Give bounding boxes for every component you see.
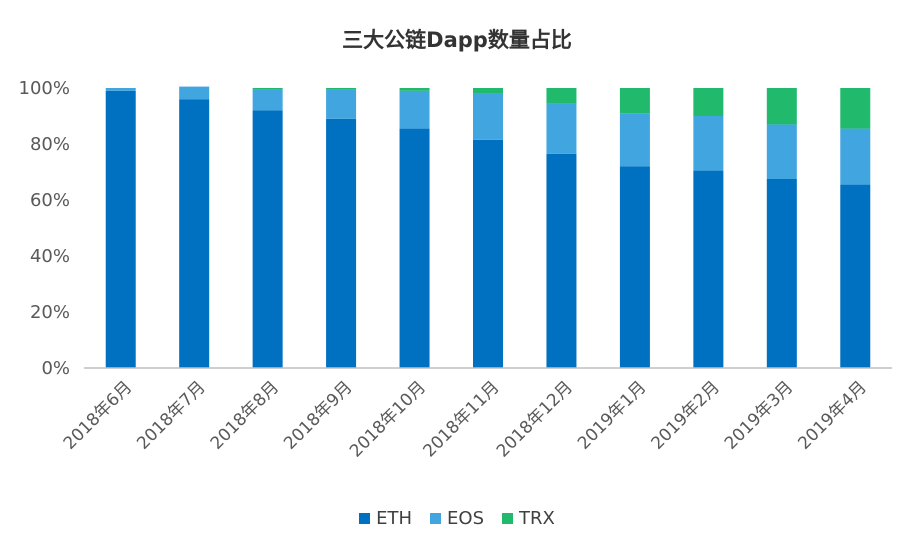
bar-eos (399, 90, 430, 129)
x-tick-label: 2018年6月 (60, 377, 136, 453)
bar-eos (840, 128, 871, 185)
bar-trx (326, 88, 357, 90)
bar-eos (766, 124, 797, 179)
y-tick-label: 40% (30, 246, 70, 267)
x-tick-label: 2019年2月 (647, 377, 723, 453)
bar-trx (693, 88, 724, 116)
legend-swatch (502, 513, 514, 524)
x-tick-label: 2019年1月 (574, 377, 650, 453)
y-tick-label: 20% (30, 302, 70, 323)
chart-area: 0% 20% 40% 60% 80% 100% 2018年6月2018年7月2018年8月… (19, 78, 892, 461)
legend-item-eos: EOS (430, 508, 484, 529)
bar-trx (766, 88, 797, 125)
legend-label: EOS (447, 508, 485, 529)
bar-group (105, 86, 871, 369)
x-tick-label: 2018年7月 (133, 377, 209, 453)
y-tick-label: 60% (30, 190, 70, 211)
bar-trx (473, 88, 503, 94)
x-tick-label: 2018年11月 (419, 377, 503, 461)
bar-eth (619, 166, 650, 368)
bar-eos (619, 113, 650, 167)
y-tick-label: 100% (19, 78, 70, 99)
x-tick-label: 2018年9月 (280, 377, 356, 453)
legend: ETH EOS TRX (0, 508, 914, 529)
x-tick-label: 2018年12月 (493, 377, 577, 461)
legend-swatch (430, 513, 442, 524)
bar-trx (546, 88, 577, 104)
bar-trx (399, 88, 430, 91)
y-axis-ticks: 0% 20% 40% 60% 80% 100% (19, 78, 70, 379)
legend-label: ETH (376, 508, 413, 529)
bar-eos (252, 89, 283, 111)
bar-eth (105, 90, 136, 369)
bar-eth (326, 118, 357, 368)
x-tick-label: 2018年10月 (346, 377, 430, 461)
bar-eth (840, 184, 871, 368)
bar-eth (473, 139, 503, 368)
legend-item-eth: ETH (359, 508, 412, 529)
x-tick-label: 2019年4月 (794, 377, 870, 453)
x-tick-label: 2018年8月 (207, 377, 283, 453)
legend-item-trx: TRX (502, 508, 555, 529)
bar-eth (179, 99, 210, 368)
bar-eos (473, 93, 503, 140)
bar-eos (105, 88, 136, 91)
bar-eos (693, 116, 724, 171)
chart-title: 三大公链Dapp数量占比 (342, 28, 572, 52)
bar-trx (619, 88, 650, 114)
y-tick-label: 80% (30, 134, 70, 155)
legend-swatch (359, 513, 371, 524)
y-tick-label: 0% (41, 358, 70, 379)
bar-trx (252, 88, 283, 90)
x-tick-label: 2019年3月 (721, 377, 797, 453)
bar-eth (693, 170, 724, 368)
bar-eos (326, 89, 357, 119)
bar-eth (252, 110, 283, 369)
bar-eth (766, 179, 797, 368)
bar-eos (179, 86, 210, 100)
bar-eth (399, 128, 430, 368)
bar-trx (840, 88, 871, 129)
bar-eth (546, 153, 577, 368)
bar-eos (546, 103, 577, 154)
x-axis-labels: 2018年6月2018年7月2018年8月2018年9月2018年10月2018… (60, 377, 871, 461)
legend-label: TRX (519, 508, 555, 529)
